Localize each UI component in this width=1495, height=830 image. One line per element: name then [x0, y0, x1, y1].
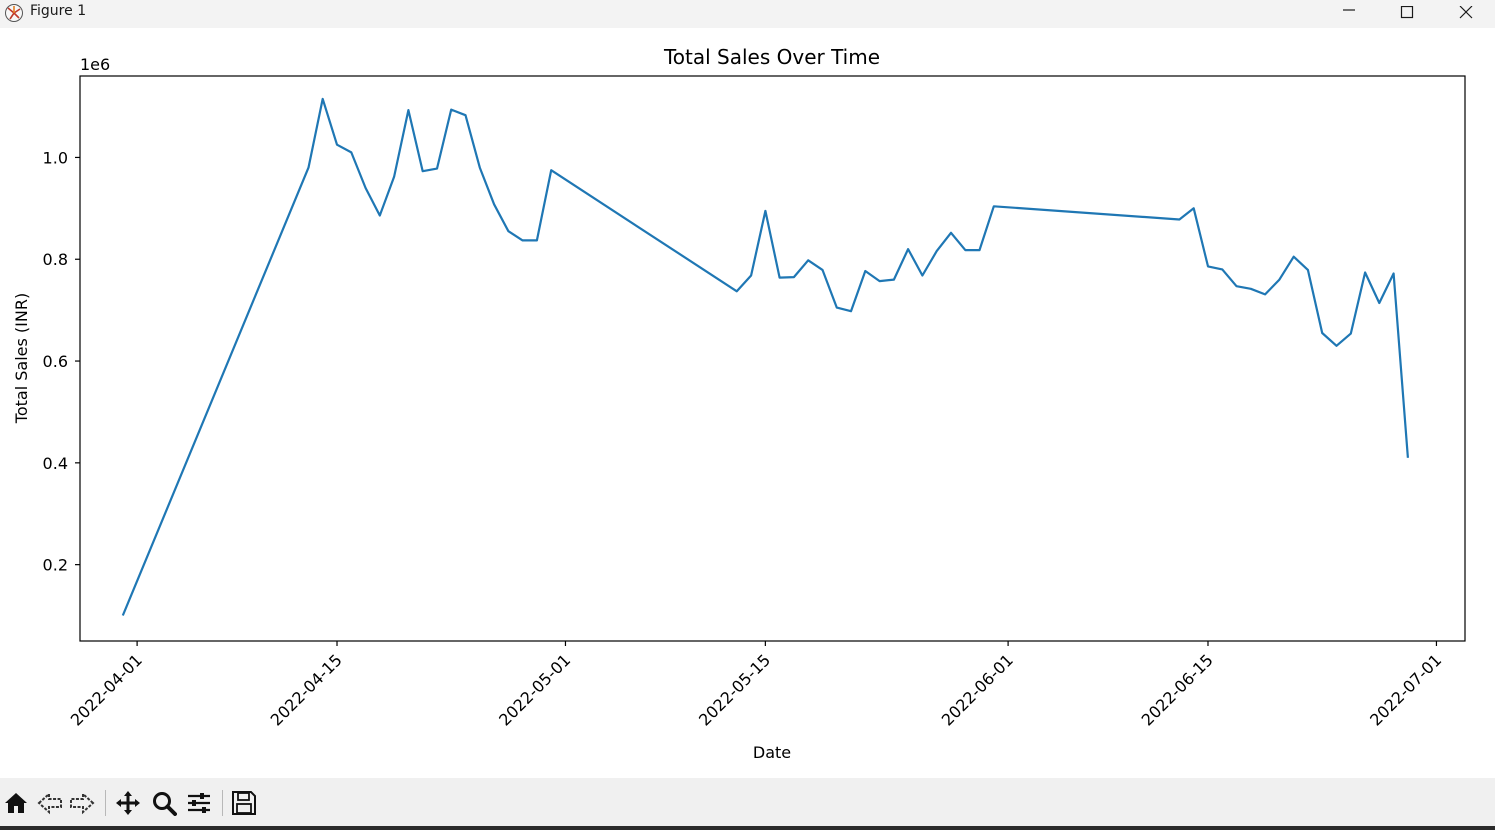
toolbar-separator — [105, 790, 106, 816]
window-bottom-edge — [0, 826, 1495, 830]
window-title: Figure 1 — [30, 3, 87, 19]
sales-series-line — [121, 97, 1409, 616]
back-icon — [37, 791, 62, 815]
x-tick-label: 2022-06-15 — [1138, 650, 1217, 729]
save-icon — [232, 791, 256, 815]
y-tick-label: 1.0 — [43, 148, 68, 167]
x-tick-label: 2022-06-01 — [938, 650, 1017, 729]
maximize-button[interactable] — [1378, 0, 1436, 28]
y-tick-label: 0.6 — [43, 352, 68, 371]
y-tick-label: 0.2 — [43, 556, 68, 575]
chart-title: Total Sales Over Time — [663, 45, 880, 69]
y-axis-label: Total Sales (INR) — [12, 293, 31, 424]
y-tick-label: 0.4 — [43, 454, 68, 473]
forward-button[interactable] — [67, 788, 97, 818]
back-button[interactable] — [35, 788, 65, 818]
line-chart: Total Sales Over Time 1e6 Date Total Sal… — [12, 45, 1466, 762]
toolbar-separator — [222, 790, 223, 816]
pan-icon — [116, 791, 140, 815]
home-button[interactable] — [1, 788, 31, 818]
x-tick-label: 2022-04-15 — [267, 650, 346, 729]
x-tick-label: 2022-05-01 — [495, 650, 574, 729]
close-button[interactable] — [1437, 0, 1495, 28]
x-axis-ticks: 2022-04-01 2022-04-15 2022-05-01 2022-05-15… — [67, 641, 1445, 730]
axes-frame — [79, 75, 1466, 642]
series-layer — [121, 97, 1409, 616]
y-tick-label: 0.8 — [43, 250, 68, 269]
figure-canvas[interactable]: Total Sales Over Time 1e6 Date Total Sal… — [0, 28, 1495, 778]
y-axis-ticks: 0.2 0.4 0.6 0.8 1.0 — [43, 148, 80, 575]
maximize-icon — [1400, 6, 1414, 19]
x-tick-label: 2022-07-01 — [1366, 650, 1445, 729]
plot-background — [80, 76, 1465, 641]
configure-subplots-button[interactable] — [184, 788, 214, 818]
zoom-icon — [153, 792, 177, 816]
x-axis-label: Date — [753, 743, 791, 762]
zoom-button[interactable] — [149, 788, 179, 818]
navigation-toolbar — [0, 778, 1495, 826]
y-offset-label: 1e6 — [80, 55, 110, 74]
home-icon — [5, 793, 27, 813]
minimize-button[interactable] — [1320, 0, 1378, 28]
x-tick-label: 2022-04-01 — [67, 650, 146, 729]
pan-button[interactable] — [113, 788, 143, 818]
close-icon — [1459, 6, 1473, 19]
matplotlib-app-icon — [5, 4, 23, 22]
title-bar: Figure 1 — [0, 0, 1495, 28]
minimize-icon — [1343, 9, 1355, 11]
x-tick-label: 2022-05-15 — [695, 650, 774, 729]
configure-subplots-icon — [188, 793, 210, 813]
forward-icon — [70, 791, 95, 815]
save-button[interactable] — [229, 788, 259, 818]
